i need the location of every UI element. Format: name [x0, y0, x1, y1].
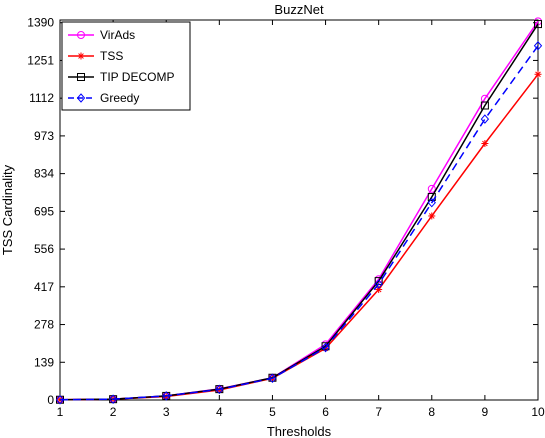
legend-item: VirAds: [68, 28, 135, 42]
series-layer: [55, 17, 543, 405]
legend-label: TSS: [100, 49, 123, 63]
y-tick-label: 556: [34, 242, 54, 256]
data-point-tss: [481, 140, 489, 147]
data-point-greedy: [533, 41, 543, 51]
data-point-tss: [534, 70, 542, 78]
y-tick-label: 417: [34, 280, 54, 294]
legend-marker: [77, 52, 85, 60]
y-tick-label: 834: [34, 167, 54, 181]
data-point-virads: [427, 184, 436, 193]
chart-title: BuzzNet: [274, 2, 324, 17]
data-point-greedy: [108, 394, 118, 404]
data-point-tss: [428, 212, 436, 220]
x-tick-label: 5: [269, 405, 276, 419]
data-point-greedy: [480, 114, 490, 124]
legend-marker: [77, 31, 85, 39]
legend-item: TSS: [68, 49, 123, 63]
legend-box: [61, 21, 191, 111]
data-point-greedy: [215, 384, 224, 395]
y-axis-label: TSS Cardinality: [0, 164, 15, 255]
x-axis-label: Thresholds: [267, 424, 332, 438]
y-tick-label: 278: [34, 318, 54, 332]
data-point-tip-decomp: [480, 101, 489, 110]
data-point-tip-decomp: [321, 342, 330, 351]
y-tick-label: 1112: [29, 91, 54, 105]
plot-frame: [59, 19, 539, 401]
legend-label: VirAds: [100, 28, 135, 42]
series-line-greedy: [59, 45, 539, 401]
data-point-tss: [375, 286, 383, 294]
legend-label: TIP DECOMP: [100, 70, 174, 84]
data-point-greedy: [162, 391, 171, 401]
data-point-greedy: [374, 279, 383, 289]
data-point-greedy: [427, 197, 436, 208]
y-tick-label: 1251: [27, 53, 54, 67]
y-tick-label: 973: [34, 129, 54, 143]
series-line-tss: [59, 73, 539, 401]
x-tick-label: 4: [216, 405, 223, 419]
legend-label: Greedy: [100, 91, 139, 105]
y-tick-label: 695: [34, 204, 54, 218]
x-tick-label: 9: [482, 405, 489, 419]
y-axis: 0 139 278 417 556 695 834 973 1112 1251 1390: [27, 16, 538, 407]
data-point-greedy: [55, 394, 65, 405]
data-point-greedy: [321, 342, 330, 353]
y-tick-label: 0: [47, 393, 54, 407]
y-tick-label: 1390: [27, 16, 54, 30]
legend-item: Greedy: [68, 91, 139, 105]
legend-item: TIP DECOMP: [68, 70, 174, 84]
x-tick-label: 1: [57, 405, 64, 419]
data-point-tip-decomp: [534, 20, 542, 29]
x-tick-label: 2: [110, 405, 117, 419]
legend-marker: [76, 93, 86, 103]
legend: VirAds TSS TIP DECOMP Greedy: [61, 21, 191, 111]
legend-marker: [77, 73, 85, 81]
y-tick-label: 139: [34, 355, 54, 369]
x-tick-label: 10: [531, 405, 545, 419]
data-point-greedy: [268, 373, 277, 384]
x-tick-label: 7: [375, 405, 382, 419]
x-tick-label: 3: [163, 405, 170, 419]
x-tick-label: 6: [322, 405, 329, 419]
x-tick-label: 8: [428, 405, 435, 419]
